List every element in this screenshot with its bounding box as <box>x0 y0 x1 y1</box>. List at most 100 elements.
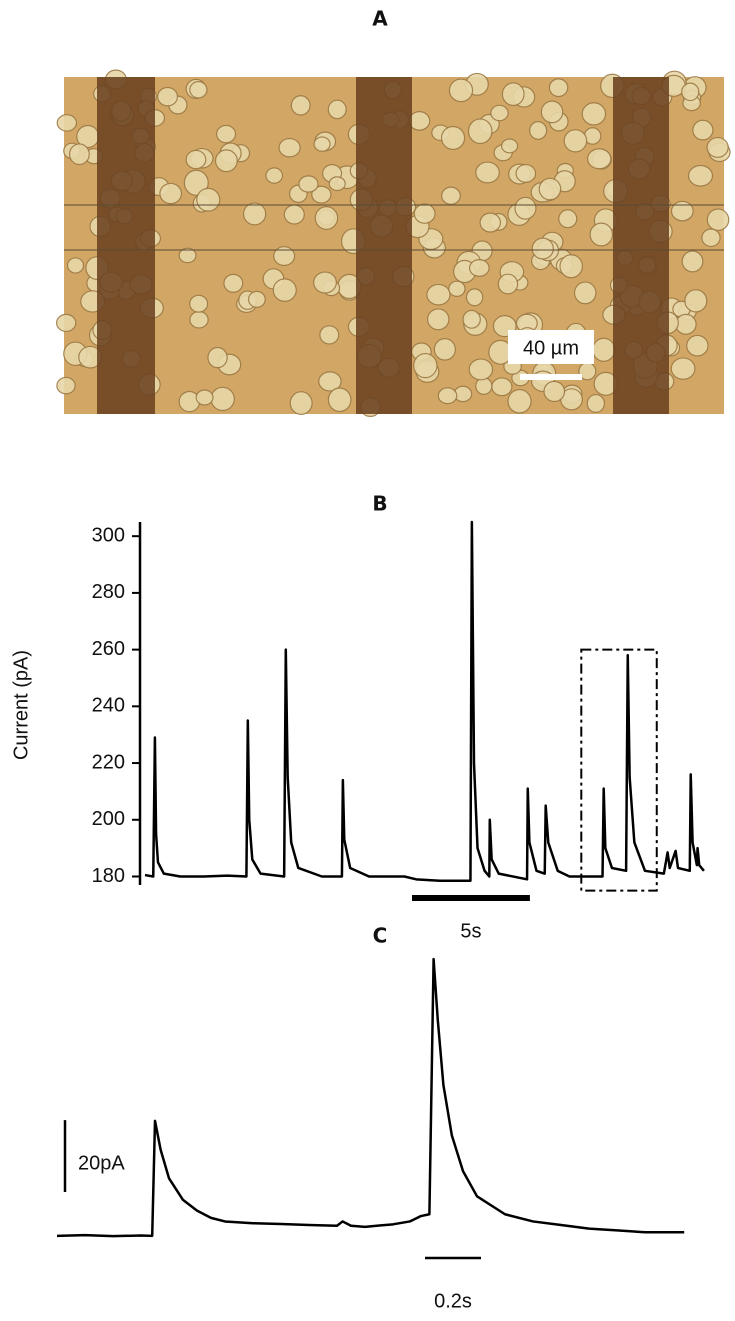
cell <box>448 78 474 103</box>
cell <box>586 148 612 170</box>
cell <box>681 82 700 102</box>
cell <box>413 203 436 224</box>
trace <box>56 957 685 1238</box>
cell <box>465 288 484 307</box>
cell <box>490 104 509 122</box>
cell <box>529 121 548 140</box>
cell <box>195 389 214 406</box>
inset-box <box>580 648 658 892</box>
cell <box>56 376 76 395</box>
cell <box>68 143 90 166</box>
cell <box>216 124 237 144</box>
cell <box>437 387 458 405</box>
cell <box>543 380 566 403</box>
cell <box>278 137 301 158</box>
cell <box>573 281 597 305</box>
cell <box>468 259 490 277</box>
cell <box>223 273 244 293</box>
y-tick-label: 200 <box>92 808 125 830</box>
cell <box>670 200 694 222</box>
cell <box>475 161 500 184</box>
time-scale-label: 5s <box>460 920 481 942</box>
cell <box>273 246 296 267</box>
cell <box>548 78 569 98</box>
cell <box>692 119 714 141</box>
cell <box>311 185 332 204</box>
cell <box>426 308 450 331</box>
cell <box>183 169 209 196</box>
micrograph: 40 µm <box>55 69 731 417</box>
cell <box>247 290 266 308</box>
cell <box>298 175 319 193</box>
electrode-stripe <box>97 77 155 414</box>
cell <box>189 294 209 313</box>
cell <box>686 334 709 357</box>
cell <box>497 273 519 295</box>
scale-label: 40 µm <box>523 337 579 359</box>
electrode-stripe <box>613 77 669 414</box>
cell <box>589 222 614 247</box>
cell <box>462 309 481 329</box>
cell <box>314 206 339 230</box>
cell <box>426 283 451 306</box>
cell <box>581 102 607 126</box>
cell <box>515 163 537 183</box>
cell <box>327 99 347 120</box>
cell <box>318 371 342 392</box>
cell <box>159 182 183 205</box>
cell <box>514 196 537 220</box>
cell <box>501 82 525 107</box>
y-tick-label: 280 <box>92 581 125 603</box>
cell <box>189 310 209 329</box>
cell <box>706 208 730 232</box>
cell <box>157 86 179 107</box>
y-tick-label: 240 <box>92 695 125 717</box>
cell <box>283 204 305 225</box>
scale-box <box>508 330 594 364</box>
scale-bar <box>520 374 582 380</box>
panel-label: B <box>372 492 387 516</box>
cell <box>313 136 331 152</box>
cell <box>448 280 466 297</box>
cell <box>242 202 267 226</box>
cell <box>313 271 337 294</box>
cell <box>467 118 493 145</box>
panel-label: C <box>373 924 388 948</box>
cell <box>670 357 696 380</box>
y-tick-label: 300 <box>92 524 125 546</box>
cell <box>290 95 311 116</box>
cell <box>210 386 235 412</box>
y-tick-label: 260 <box>92 638 125 660</box>
cell <box>327 387 352 413</box>
cell <box>538 177 562 201</box>
cell <box>413 352 438 379</box>
cell <box>433 338 456 361</box>
cell <box>319 325 340 345</box>
cell <box>706 136 729 158</box>
cell <box>687 164 714 187</box>
cell <box>592 337 616 362</box>
y-tick-label: 220 <box>92 751 125 773</box>
current-scale-label: 20pA <box>78 1152 125 1174</box>
time-scale-label: 0.2s <box>434 1290 472 1312</box>
panel-label: A <box>372 7 388 31</box>
trace <box>144 520 705 882</box>
y-axis-label: Current (pA) <box>10 650 32 760</box>
cell <box>328 176 346 192</box>
cell <box>441 186 461 205</box>
cell <box>55 313 77 333</box>
cell <box>207 346 228 369</box>
cell <box>56 114 78 132</box>
electrode-stripe <box>356 77 412 414</box>
cell <box>272 278 297 302</box>
cell <box>289 391 313 416</box>
cell <box>265 167 284 184</box>
cell <box>178 247 197 264</box>
cell <box>684 289 708 313</box>
cell <box>66 257 85 274</box>
cell <box>408 111 431 131</box>
cell <box>475 377 493 395</box>
cell <box>559 254 584 279</box>
cell <box>479 212 502 233</box>
